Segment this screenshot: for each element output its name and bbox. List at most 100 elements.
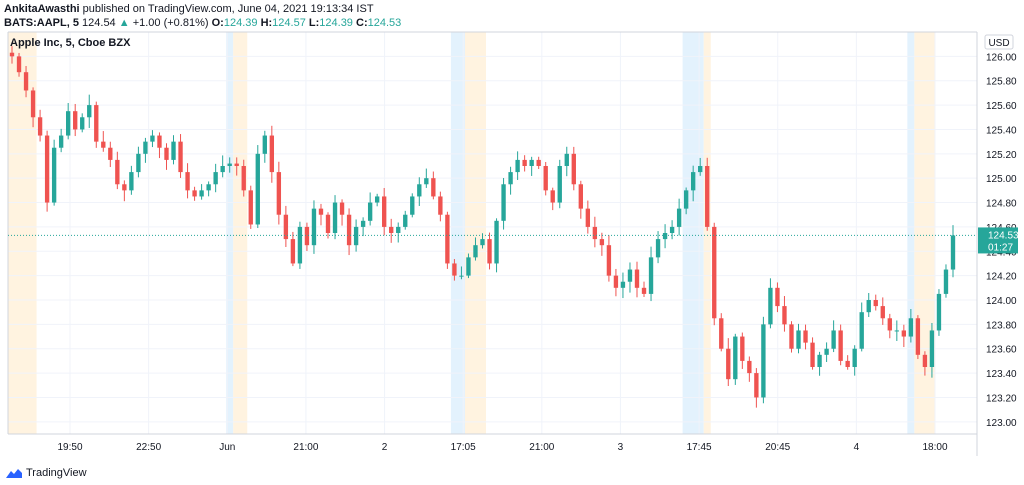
candle-body xyxy=(23,72,29,91)
candle xyxy=(613,268,619,297)
candle-body xyxy=(655,239,661,258)
candle xyxy=(234,157,239,176)
candle xyxy=(58,128,64,153)
candle-body xyxy=(311,208,317,246)
candle xyxy=(213,163,218,193)
candle xyxy=(831,320,836,353)
candle-body xyxy=(51,147,57,203)
candle xyxy=(389,218,394,243)
candle-body xyxy=(845,360,850,367)
candle xyxy=(143,137,148,163)
candle xyxy=(73,103,78,137)
candle-body xyxy=(73,111,78,130)
candle-body xyxy=(487,239,492,264)
candle-body xyxy=(698,166,703,173)
candle xyxy=(922,351,928,376)
candle xyxy=(782,296,787,332)
candle xyxy=(564,146,569,177)
candle xyxy=(698,157,703,176)
candlestick-chart[interactable]: 126.00 125.80 125.60 125.40 125.20 125.00 124.… xyxy=(0,30,1024,458)
candle-body xyxy=(283,214,289,240)
candle xyxy=(803,324,808,350)
candle xyxy=(929,323,935,378)
candle-body xyxy=(852,348,857,367)
candle xyxy=(129,165,134,195)
candle xyxy=(796,323,801,354)
candle-body xyxy=(143,141,148,154)
y-tick-label: 123.80 xyxy=(986,320,1017,331)
candle xyxy=(620,272,626,299)
candle-body xyxy=(810,342,815,367)
candle-body xyxy=(346,214,352,246)
candle-body xyxy=(494,220,499,264)
low-label: L: xyxy=(308,17,320,29)
candle xyxy=(522,155,527,172)
candle-body xyxy=(571,153,576,185)
author-name[interactable]: AnkitaAwasthi xyxy=(4,3,80,15)
candle xyxy=(452,259,457,281)
candle xyxy=(164,143,169,170)
candle xyxy=(824,342,829,362)
candle-body xyxy=(318,208,324,215)
candle-body xyxy=(782,306,787,325)
candle xyxy=(374,193,380,207)
x-tick-label: 17:45 xyxy=(687,442,712,453)
candle xyxy=(318,203,324,226)
x-tick-label: 17:05 xyxy=(451,442,476,453)
candle-body xyxy=(775,287,780,307)
candle-body xyxy=(213,172,218,185)
candle-body xyxy=(185,172,190,191)
candle xyxy=(360,217,366,237)
open-label: O: xyxy=(211,17,224,29)
candle xyxy=(94,101,99,148)
tradingview-brand[interactable]: TradingView xyxy=(26,467,87,479)
candle-body xyxy=(543,166,548,191)
candle xyxy=(578,180,583,219)
candle xyxy=(262,130,267,163)
candle-body xyxy=(66,111,71,136)
candle-body xyxy=(87,105,92,118)
candle xyxy=(901,324,907,348)
candle-body xyxy=(515,159,520,173)
candle-body xyxy=(943,269,949,294)
candle xyxy=(669,220,675,240)
candle xyxy=(108,141,113,168)
candle xyxy=(726,338,731,387)
candle xyxy=(311,200,317,254)
candle-body xyxy=(297,226,303,264)
candle-body xyxy=(606,245,612,276)
candle xyxy=(66,103,71,140)
candle-body xyxy=(592,226,598,240)
candle xyxy=(37,109,43,142)
x-tick-label: 4 xyxy=(854,442,860,453)
candle xyxy=(550,187,555,211)
candle xyxy=(206,181,211,197)
candle-body xyxy=(740,336,745,361)
candle-body xyxy=(234,163,239,166)
candle-body xyxy=(578,184,583,209)
candle-body xyxy=(227,163,232,166)
chart-area[interactable]: 126.00 125.80 125.60 125.40 125.20 125.00 124.… xyxy=(0,30,1024,458)
candle-body xyxy=(599,239,605,246)
candle xyxy=(606,235,612,282)
candle-body xyxy=(662,233,668,240)
candle-body xyxy=(901,330,907,337)
candle-body xyxy=(768,287,773,325)
candle-body xyxy=(585,208,591,227)
candle-body xyxy=(754,373,759,398)
candle-body xyxy=(473,245,478,258)
candle-body xyxy=(929,330,935,367)
tradingview-logo-icon[interactable] xyxy=(6,468,22,478)
candles xyxy=(9,46,956,408)
candle-body xyxy=(641,287,647,294)
candle-body xyxy=(255,153,260,225)
low-value: 124.39 xyxy=(319,17,353,29)
candle-body xyxy=(115,159,120,185)
candle xyxy=(880,297,885,325)
candle-body xyxy=(761,324,766,398)
candle xyxy=(431,171,436,200)
candle xyxy=(747,356,752,382)
candle xyxy=(943,264,949,298)
candle xyxy=(705,157,710,231)
candle-body xyxy=(9,52,15,57)
